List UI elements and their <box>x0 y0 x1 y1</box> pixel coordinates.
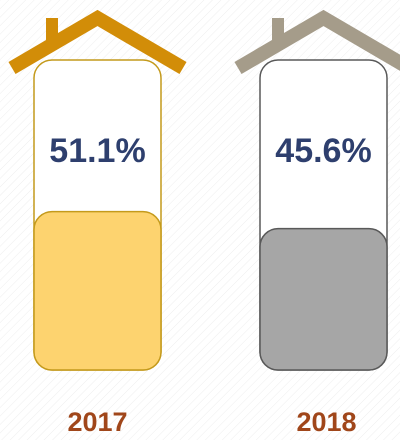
bar <box>259 227 388 371</box>
value-label: 45.6% <box>275 132 371 170</box>
bar <box>33 210 162 371</box>
value-label: 51.1% <box>49 132 145 170</box>
roof <box>234 9 400 75</box>
category-label: 2017 <box>67 407 127 437</box>
category-label: 2018 <box>296 407 356 437</box>
roof <box>8 9 187 75</box>
